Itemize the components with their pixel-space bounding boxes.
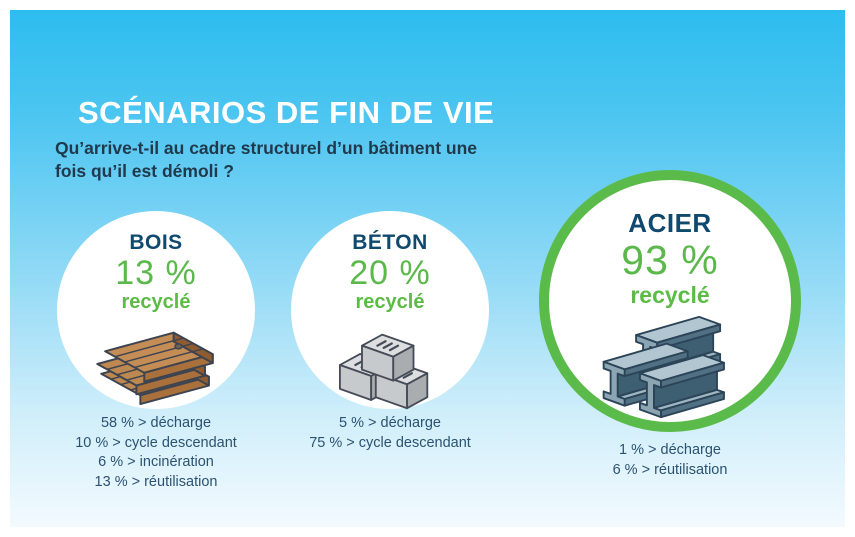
steel-beams-icon: [596, 314, 744, 421]
breakdown-item: 5 % > décharge: [339, 415, 441, 431]
breakdown-item: 58 % > décharge: [100, 415, 212, 431]
page-title: SCÉNARIOS DE FIN DE VIE: [78, 95, 495, 130]
recycled-label: recyclé: [121, 291, 191, 313]
subtitle-line-2: fois qu’il est démoli ?: [55, 160, 234, 181]
recycled-label: recyclé: [355, 291, 425, 313]
material-name: BOIS: [129, 231, 183, 254]
subtitle-line-1: Qu’arrive-t-il au cadre structurel d’un …: [55, 138, 478, 158]
recycled-percent: 93 %: [621, 237, 719, 283]
breakdown-list-acier: 1 % > décharge 6 % > réutilisation: [540, 441, 800, 480]
material-circle-bois: BOIS 13 % recyclé: [57, 211, 255, 409]
breakdown-item: 10 % > cycle descendant: [75, 434, 237, 451]
recycled-percent: 20 %: [349, 254, 431, 292]
breakdown-item: 75 % > cycle descendant: [309, 434, 471, 451]
material-name: ACIER: [628, 208, 712, 238]
breakdown-item: 1 % > décharge: [619, 442, 721, 458]
material-name: BÉTON: [352, 231, 428, 254]
concrete-blocks-icon: [333, 319, 448, 411]
material-circle-acier: ACIER 93 % recyclé: [539, 170, 801, 432]
breakdown-item: 6 % > réutilisation: [612, 461, 728, 478]
breakdown-item: 6 % > incinération: [98, 454, 214, 470]
recycled-label: recyclé: [630, 282, 710, 308]
background-panel: SCÉNARIOS DE FIN DE VIE Qu’arrive-t-il a…: [10, 10, 845, 527]
subtitle: Qu’arrive-t-il au cadre structurel d’un …: [55, 137, 477, 182]
breakdown-item: 13 % > réutilisation: [94, 473, 218, 490]
breakdown-list-beton: 5 % > décharge 75 % > cycle descendant: [260, 414, 520, 453]
material-circle-beton: BÉTON 20 % recyclé: [291, 211, 489, 411]
breakdown-list-bois: 58 % > décharge 10 % > cycle descendant …: [26, 414, 286, 492]
wood-planks-icon: [91, 319, 221, 409]
recycled-percent: 13 %: [115, 254, 197, 292]
